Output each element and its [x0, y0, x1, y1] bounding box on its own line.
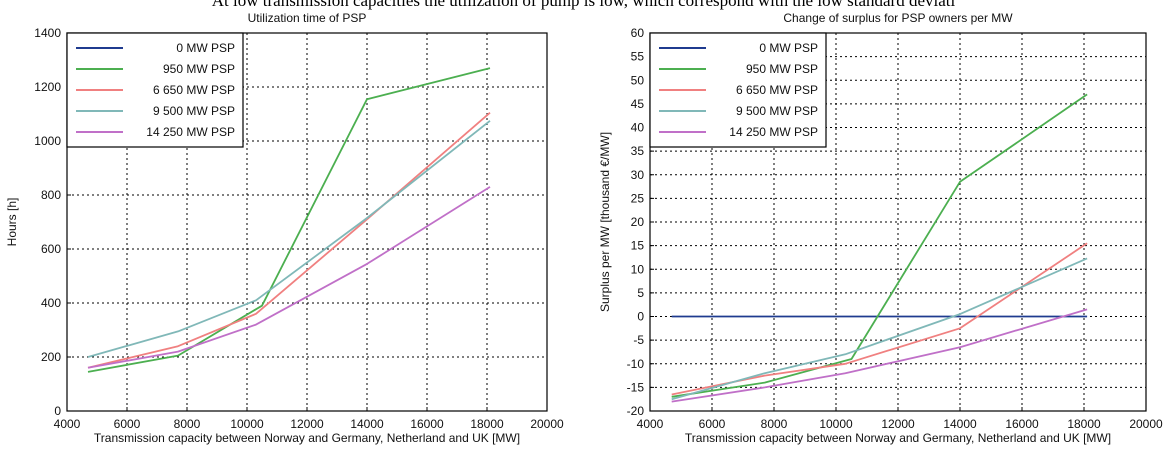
series-line-6-650-mw-psp: [671, 242, 1088, 396]
legend-label-9-500-mw-psp: 9 500 MW PSP: [153, 104, 235, 118]
x-tick-label: 6000: [114, 417, 141, 431]
legend-label-950-mw-psp: 950 MW PSP: [746, 62, 818, 76]
x-tick-label: 18000: [1067, 417, 1101, 431]
figure-caption: At low transmission capacities the utili…: [211, 0, 956, 10]
y-tick-label: 30: [631, 168, 645, 182]
legend-label-0-mw-psp: 0 MW PSP: [759, 41, 818, 55]
y-tick-label: -5: [633, 333, 644, 347]
x-tick-label: 4000: [54, 417, 81, 431]
legend-label-950-mw-psp: 950 MW PSP: [163, 62, 235, 76]
y-tick-label: -15: [627, 380, 645, 394]
series-line-6-650-mw-psp: [87, 112, 491, 369]
x-tick-label: 14000: [943, 417, 977, 431]
y-tick-label: 0: [54, 404, 61, 418]
series-line-14-250-mw-psp: [671, 308, 1088, 403]
x-axis-label: Transmission capacity between Norway and…: [94, 431, 520, 445]
x-tick-label: 20000: [530, 417, 564, 431]
y-axis-label: Surplus per MW [thousand €/MW]: [598, 132, 612, 312]
legend-label-14-250-mw-psp: 14 250 MW PSP: [146, 125, 235, 139]
x-tick-label: 8000: [174, 417, 201, 431]
legend-label-0-mw-psp: 0 MW PSP: [176, 41, 235, 55]
x-tick-label: 14000: [350, 417, 384, 431]
series-line-9-500-mw-psp: [87, 120, 491, 358]
legend: 0 MW PSP 950 MW PSP 6 650 MW PSP 9 500 MW P…: [649, 32, 827, 148]
x-tick-label: 18000: [470, 417, 504, 431]
x-tick-label: 6000: [699, 417, 726, 431]
y-tick-label: 1200: [34, 80, 61, 94]
legend-label-6-650-mw-psp: 6 650 MW PSP: [736, 83, 818, 97]
x-tick-label: 10000: [819, 417, 853, 431]
legend-label-9-500-mw-psp: 9 500 MW PSP: [736, 104, 818, 118]
y-tick-label: 800: [41, 188, 61, 202]
series-line-9-500-mw-psp: [671, 257, 1088, 401]
y-tick-label: 1000: [34, 134, 61, 148]
y-tick-label: 5: [637, 286, 644, 300]
x-tick-label: 12000: [881, 417, 915, 431]
x-axis-label: Transmission capacity between Norway and…: [685, 431, 1111, 445]
y-tick-label: 400: [41, 296, 61, 310]
y-tick-label: 50: [631, 73, 645, 87]
series-line-950-mw-psp: [87, 67, 491, 373]
x-tick-label: 4000: [637, 417, 664, 431]
y-tick-label: 600: [41, 242, 61, 256]
legend-label-6-650-mw-psp: 6 650 MW PSP: [153, 83, 235, 97]
y-tick-label: 10: [631, 262, 645, 276]
x-tick-label: 16000: [1005, 417, 1039, 431]
legend: 0 MW PSP 950 MW PSP 6 650 MW PSP 9 500 MW P…: [66, 32, 244, 148]
y-tick-label: 45: [631, 97, 645, 111]
chart-title: Change of surplus for PSP owners per MW: [783, 11, 1013, 25]
y-tick-label: 25: [631, 191, 645, 205]
y-tick-label: 35: [631, 144, 645, 158]
x-tick-label: 8000: [761, 417, 788, 431]
series-line-14-250-mw-psp: [87, 186, 491, 369]
chart-title: Utilization time of PSP: [248, 11, 367, 25]
y-tick-label: 60: [631, 26, 645, 40]
y-axis-label: Hours [h]: [5, 198, 19, 247]
surplus-change-chart: Change of surplus for PSP owners per MW 4…: [598, 11, 1163, 445]
y-tick-label: 40: [631, 121, 645, 135]
y-tick-label: 15: [631, 239, 645, 253]
y-tick-label: 0: [637, 310, 644, 324]
x-tick-label: 10000: [230, 417, 264, 431]
x-tick-label: 16000: [410, 417, 444, 431]
y-tick-label: -10: [627, 357, 645, 371]
x-tick-label: 20000: [1129, 417, 1163, 431]
legend-label-14-250-mw-psp: 14 250 MW PSP: [729, 125, 818, 139]
y-tick-label: 20: [631, 215, 645, 229]
series-line-950-mw-psp: [671, 93, 1088, 398]
y-tick-label: 55: [631, 50, 645, 64]
y-tick-label: 200: [41, 350, 61, 364]
y-tick-label: -20: [627, 404, 645, 418]
x-tick-label: 12000: [290, 417, 324, 431]
y-tick-label: 1400: [34, 26, 61, 40]
